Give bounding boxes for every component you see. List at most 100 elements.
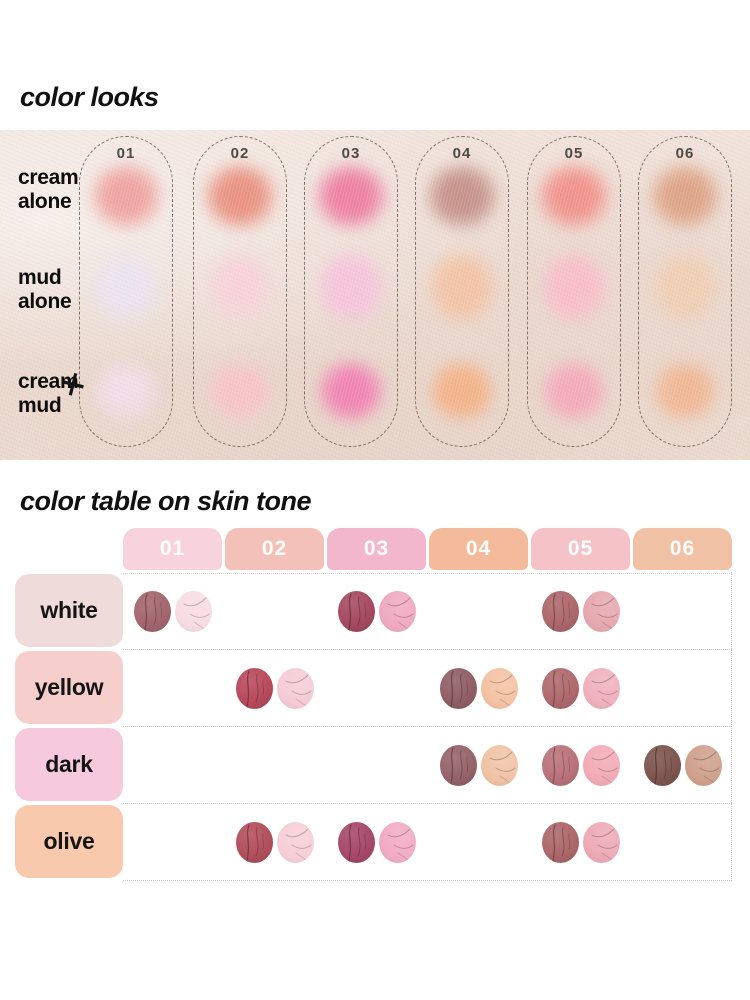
swatch-blob-mud-02 bbox=[191, 235, 289, 339]
swatch-pair-olive-02 bbox=[225, 804, 324, 881]
cream-swatch bbox=[439, 668, 477, 709]
mud-texture-cracks bbox=[285, 828, 311, 862]
cream-swatch bbox=[541, 591, 579, 632]
mud-texture-cracks bbox=[591, 751, 617, 785]
row-label-white: white bbox=[15, 574, 123, 647]
table-right-border bbox=[731, 572, 732, 881]
cream-texture-cracks bbox=[347, 593, 366, 631]
mud-swatch bbox=[174, 591, 212, 632]
cream-texture-cracks bbox=[653, 747, 672, 785]
cream-texture-cracks bbox=[449, 747, 468, 785]
section-title-color-looks: color looks bbox=[20, 82, 159, 112]
mud-texture-cracks bbox=[387, 597, 413, 631]
mud-swatch bbox=[582, 822, 620, 863]
swatch-pair-dark-04 bbox=[429, 727, 528, 804]
mud-swatch bbox=[582, 591, 620, 632]
table-row-olive bbox=[123, 804, 732, 881]
capsule-01: 01 bbox=[79, 136, 173, 447]
capsule-03: 03 bbox=[304, 136, 398, 447]
mud-texture-cracks bbox=[591, 674, 617, 708]
mud-texture-cracks bbox=[489, 751, 515, 785]
photo-label-line: mud bbox=[18, 393, 62, 417]
photo-label-line: cream bbox=[18, 370, 79, 393]
capsule-number: 02 bbox=[230, 145, 250, 162]
swatch-pair-dark-06 bbox=[633, 727, 732, 804]
swatch-pair-yellow-04 bbox=[429, 650, 528, 727]
cream-swatch bbox=[337, 591, 375, 632]
mud-swatch bbox=[684, 745, 722, 786]
cream-swatch bbox=[337, 822, 375, 863]
mud-texture-cracks bbox=[591, 597, 617, 631]
mud-swatch bbox=[378, 591, 416, 632]
mud-swatch bbox=[276, 822, 314, 863]
row-label-dark: dark bbox=[15, 728, 123, 801]
capsule-number: 03 bbox=[341, 145, 361, 162]
swatch-pair-olive-03 bbox=[327, 804, 426, 881]
section-title-color-table: color table on skin tone bbox=[20, 486, 312, 516]
capsule-number: 06 bbox=[675, 145, 695, 162]
cream-swatch bbox=[133, 591, 171, 632]
row-label-yellow: yellow bbox=[15, 651, 123, 724]
mud-swatch bbox=[480, 745, 518, 786]
table-header-05: 05 bbox=[531, 528, 630, 570]
cream-swatch bbox=[235, 668, 273, 709]
capsule-04: 04 bbox=[415, 136, 509, 447]
table-header-06: 06 bbox=[633, 528, 732, 570]
swatch-blob-mud-04 bbox=[413, 235, 511, 339]
cream-texture-cracks bbox=[551, 670, 570, 708]
photo-label-line: alone bbox=[18, 289, 72, 313]
capsule-number: 05 bbox=[564, 145, 584, 162]
capsule-number: 04 bbox=[452, 145, 472, 162]
mud-texture-cracks bbox=[387, 828, 413, 862]
cream-swatch bbox=[235, 822, 273, 863]
table-header-04: 04 bbox=[429, 528, 528, 570]
cream-swatch bbox=[439, 745, 477, 786]
swatch-blob-mud-06 bbox=[636, 235, 734, 339]
table-header-02: 02 bbox=[225, 528, 324, 570]
cream-texture-cracks bbox=[449, 670, 468, 708]
mud-swatch bbox=[276, 668, 314, 709]
mud-texture-cracks bbox=[489, 674, 515, 708]
capsule-06: 06 bbox=[638, 136, 732, 447]
mud-texture-cracks bbox=[285, 674, 311, 708]
cream-texture-cracks bbox=[551, 824, 570, 862]
cream-texture-cracks bbox=[347, 824, 366, 862]
row-label-olive: olive bbox=[15, 805, 123, 878]
photo-label-cream-alone: cream alone bbox=[18, 166, 79, 213]
mud-swatch bbox=[582, 745, 620, 786]
cream-texture-cracks bbox=[245, 670, 264, 708]
mud-texture-cracks bbox=[591, 828, 617, 862]
cream-swatch bbox=[541, 668, 579, 709]
cream-swatch bbox=[643, 745, 681, 786]
photo-label-line: alone bbox=[18, 189, 72, 213]
cream-texture-cracks bbox=[551, 747, 570, 785]
swatch-blob-mud-01 bbox=[77, 235, 175, 339]
table-header-01: 01 bbox=[123, 528, 222, 570]
table-row-yellow bbox=[123, 650, 732, 727]
mud-swatch bbox=[582, 668, 620, 709]
capsule-02: 02 bbox=[193, 136, 287, 447]
mud-swatch bbox=[378, 822, 416, 863]
cream-texture-cracks bbox=[551, 593, 570, 631]
swatch-pair-white-03 bbox=[327, 573, 426, 650]
table-row-dark bbox=[123, 727, 732, 804]
swatch-pair-white-01 bbox=[123, 573, 222, 650]
table-row-white bbox=[123, 573, 732, 650]
photo-label-cream-plus-mud: cream mud bbox=[18, 370, 79, 417]
cream-swatch bbox=[541, 745, 579, 786]
capsule-number: 01 bbox=[116, 145, 136, 162]
swatch-pair-olive-05 bbox=[531, 804, 630, 881]
skin-tone-table: 01 02 03 04 05 06 white yellow dark olive bbox=[0, 525, 750, 885]
swatch-blob-mud-05 bbox=[525, 235, 623, 339]
cream-texture-cracks bbox=[245, 824, 264, 862]
photo-label-line: mud bbox=[18, 266, 62, 289]
mud-swatch bbox=[480, 668, 518, 709]
swatch-blob-mud-03 bbox=[302, 235, 400, 339]
photo-label-mud-alone: mud alone bbox=[18, 266, 72, 313]
mud-texture-cracks bbox=[183, 597, 209, 631]
cream-swatch bbox=[541, 822, 579, 863]
table-header-03: 03 bbox=[327, 528, 426, 570]
capsule-05: 05 bbox=[527, 136, 621, 447]
swatch-pair-yellow-02 bbox=[225, 650, 324, 727]
